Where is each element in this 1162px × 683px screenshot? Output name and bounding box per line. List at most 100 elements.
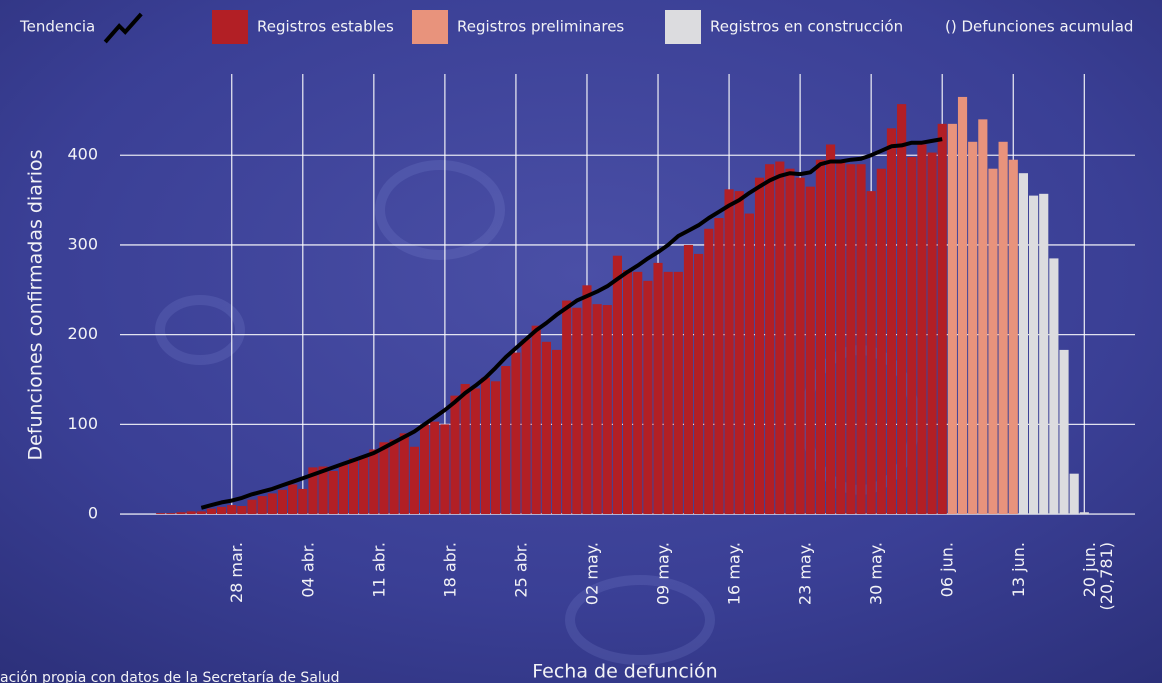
x-axis-title: Fecha de defunción xyxy=(532,661,717,683)
bar xyxy=(836,161,846,515)
bar xyxy=(1049,258,1059,515)
bar xyxy=(562,300,572,515)
bar xyxy=(440,424,450,515)
bar xyxy=(917,144,927,515)
bar xyxy=(186,511,196,515)
bar xyxy=(237,505,247,515)
bar xyxy=(551,349,562,515)
x-tick-label: 13 jun. xyxy=(1009,542,1028,597)
bar xyxy=(907,157,917,515)
bar xyxy=(267,493,277,515)
bar xyxy=(318,466,328,515)
bar xyxy=(277,489,288,515)
bar xyxy=(602,305,612,515)
bar xyxy=(785,168,795,515)
x-tick-label: 28 mar. xyxy=(227,542,246,603)
bar xyxy=(714,218,724,515)
bar xyxy=(491,381,501,515)
bar xyxy=(734,191,744,515)
bar xyxy=(876,168,886,515)
bar xyxy=(409,446,419,515)
bar xyxy=(592,304,602,515)
bar xyxy=(694,253,704,515)
bar xyxy=(227,505,237,515)
bar xyxy=(927,152,937,515)
bar xyxy=(775,161,785,515)
bar xyxy=(501,366,511,515)
x-tick-label: 23 may. xyxy=(796,542,815,605)
bar xyxy=(531,325,541,515)
bar xyxy=(968,141,978,515)
bar xyxy=(298,488,308,515)
bar xyxy=(623,270,633,515)
bar xyxy=(369,449,379,515)
bar xyxy=(166,513,176,515)
legend-label: Registros estables xyxy=(257,18,394,36)
bar xyxy=(247,499,257,515)
y-axis-title: Defunciones confirmadas diarios xyxy=(25,149,47,460)
bar xyxy=(511,352,521,515)
bar xyxy=(937,123,947,515)
x-tick-label: 16 may. xyxy=(725,542,744,605)
bar xyxy=(1008,159,1018,515)
x-tick-label: 02 may. xyxy=(582,542,601,605)
y-tick-label: 400 xyxy=(67,145,98,164)
bar xyxy=(359,455,369,515)
bar xyxy=(399,433,409,515)
legend-label: Registros en construcción xyxy=(710,18,903,36)
bar xyxy=(257,496,267,515)
y-tick-label: 100 xyxy=(67,414,98,433)
x-tick-label: 06 jun. xyxy=(938,542,957,597)
bar xyxy=(998,141,1008,515)
bar xyxy=(348,458,359,515)
bar xyxy=(744,213,754,515)
bar xyxy=(521,339,531,515)
bar xyxy=(795,177,805,515)
bar xyxy=(1018,173,1028,515)
bar xyxy=(704,228,714,515)
bar xyxy=(1059,349,1069,515)
bar xyxy=(988,168,998,515)
bar xyxy=(389,439,399,515)
bar xyxy=(288,484,298,515)
y-tick-label: 200 xyxy=(67,324,98,343)
bar xyxy=(379,442,389,515)
bar xyxy=(633,271,643,515)
bar xyxy=(1069,473,1079,515)
legend-swatch xyxy=(665,10,701,44)
bar xyxy=(217,506,227,515)
source-note: ación propia con datos de la Secretaría … xyxy=(0,670,340,683)
bar xyxy=(846,164,856,515)
legend-swatch xyxy=(103,12,143,44)
x-tick-label: 25 abr. xyxy=(511,542,530,598)
x-tick-label: 30 may. xyxy=(867,542,886,605)
trend-line xyxy=(200,137,943,510)
bar xyxy=(754,177,765,515)
bar xyxy=(612,255,622,515)
legend-label: Tendencia xyxy=(19,18,95,36)
bar xyxy=(420,424,430,515)
bar xyxy=(176,512,186,515)
x-tick-label: 11 abr. xyxy=(369,542,388,598)
bar xyxy=(957,96,968,515)
bar xyxy=(724,189,734,515)
y-tick-label: 0 xyxy=(88,504,98,523)
bar xyxy=(308,467,318,515)
x-tick-label: 09 may. xyxy=(654,542,673,605)
bar xyxy=(886,128,897,515)
bar xyxy=(897,104,907,515)
legend-label: Registros preliminares xyxy=(457,18,624,36)
bar xyxy=(582,285,592,515)
bar xyxy=(673,271,683,515)
x-tick-label: 20 jun. xyxy=(1080,542,1099,597)
bar xyxy=(978,119,988,515)
bar xyxy=(815,159,825,515)
bar xyxy=(765,164,775,515)
x-tick-label: 18 abr. xyxy=(440,542,459,598)
bar xyxy=(338,464,348,515)
bar xyxy=(196,511,206,515)
bar xyxy=(866,191,876,515)
bar xyxy=(1029,195,1039,515)
legend-swatch xyxy=(412,10,448,44)
